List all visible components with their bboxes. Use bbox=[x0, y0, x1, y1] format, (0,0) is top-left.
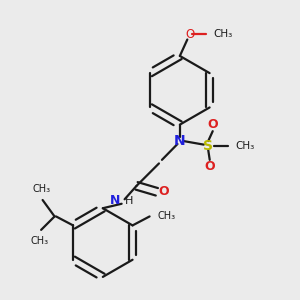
Text: S: S bbox=[203, 139, 213, 152]
Text: O: O bbox=[204, 160, 215, 173]
Text: H: H bbox=[125, 196, 134, 206]
Text: O: O bbox=[185, 28, 194, 40]
Text: CH₃: CH₃ bbox=[213, 29, 232, 39]
Text: N: N bbox=[110, 194, 121, 207]
Text: N: N bbox=[174, 134, 186, 148]
Text: CH₃: CH₃ bbox=[32, 184, 50, 194]
Text: O: O bbox=[207, 118, 218, 131]
Text: O: O bbox=[158, 185, 169, 198]
Text: CH₃: CH₃ bbox=[31, 236, 49, 246]
Text: CH₃: CH₃ bbox=[236, 140, 255, 151]
Text: CH₃: CH₃ bbox=[158, 212, 176, 221]
